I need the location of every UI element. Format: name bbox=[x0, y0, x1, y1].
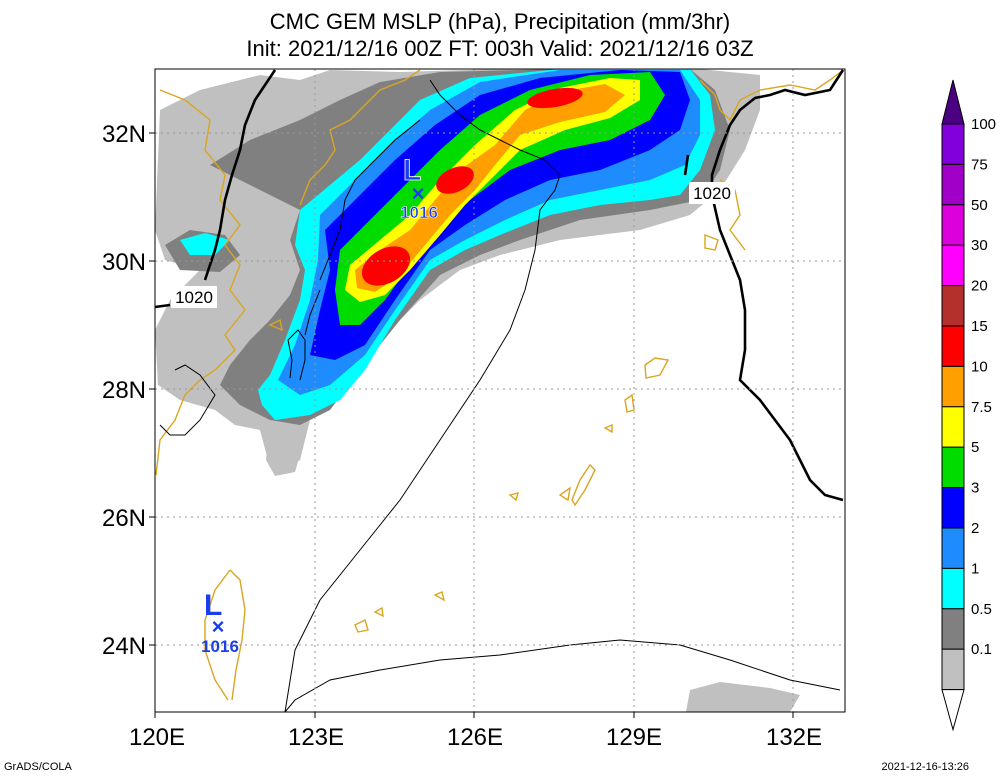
low-value: 1016 bbox=[201, 637, 239, 656]
legend-swatch bbox=[941, 365, 965, 408]
coastlines bbox=[155, 69, 844, 701]
precip-0.1-patch bbox=[266, 432, 302, 476]
axis-ticks bbox=[149, 132, 794, 718]
precip-5-band bbox=[335, 72, 665, 325]
chart-title-line1: CMC GEM MSLP (hPa), Precipitation (mm/3h… bbox=[269, 9, 731, 34]
map-panel: 120E 123E 126E 129E 132E 32N 30N 28N 26N… bbox=[102, 68, 996, 751]
precip-10-band bbox=[355, 84, 625, 292]
chart-title-line2: Init: 2021/12/16 00Z FT: 003h Valid: 202… bbox=[246, 36, 754, 61]
legend-label: 3 bbox=[971, 480, 979, 497]
precip-15-core bbox=[361, 246, 411, 286]
legend-label: 0.5 bbox=[971, 601, 992, 618]
x-tick-label: 132E bbox=[766, 724, 822, 751]
legend-swatch bbox=[941, 567, 965, 610]
x-tick-label: 120E bbox=[129, 724, 185, 751]
low-x-icon: × bbox=[412, 181, 425, 206]
precip-0.1-band bbox=[686, 682, 800, 712]
map-frame bbox=[154, 68, 846, 713]
y-tick-label: 30N bbox=[102, 249, 146, 276]
x-tick-label: 123E bbox=[288, 724, 344, 751]
legend-swatch bbox=[941, 123, 965, 165]
legend-label: 100 bbox=[971, 116, 996, 133]
legend-swatch bbox=[941, 446, 965, 489]
isobar-1016 bbox=[159, 79, 841, 713]
legend-top-arrow bbox=[941, 79, 965, 125]
low-letter: L bbox=[204, 589, 222, 622]
legend-label: 20 bbox=[971, 278, 988, 295]
legend-label: 50 bbox=[971, 197, 988, 214]
legend-swatch bbox=[941, 527, 965, 569]
precip-15-core bbox=[436, 166, 474, 194]
isobar-label: 1020 bbox=[175, 288, 213, 307]
legend-swatch bbox=[941, 204, 965, 246]
grid-lines bbox=[155, 69, 845, 712]
color-legend: 100 75 50 30 20 15 10 7.5 5 3 2 1 0.5 0.1 bbox=[941, 79, 996, 732]
x-tick-label: 126E bbox=[447, 724, 503, 751]
legend-label: 1 bbox=[971, 560, 979, 577]
legend-swatch bbox=[941, 285, 965, 327]
isobar-label: 1020 bbox=[693, 184, 731, 203]
legend-label: 15 bbox=[971, 318, 988, 335]
low-marker: L × 1016 bbox=[201, 589, 239, 656]
low-letter: L bbox=[403, 154, 421, 187]
low-marker: L × 1016 bbox=[400, 154, 438, 223]
legend-label: 75 bbox=[971, 156, 988, 173]
credit-left: GrADS/COLA bbox=[4, 761, 72, 773]
isobar-1020 bbox=[154, 69, 845, 502]
low-x-icon: × bbox=[212, 614, 225, 639]
y-tick-label: 32N bbox=[102, 121, 146, 148]
legend-swatch bbox=[941, 487, 965, 529]
legend-label: 10 bbox=[971, 358, 988, 375]
legend-swatch bbox=[941, 608, 965, 650]
x-tick-label: 129E bbox=[606, 724, 662, 751]
legend-label: 7.5 bbox=[971, 399, 992, 416]
credit-right: 2021-12-16-13:26 bbox=[881, 761, 969, 773]
legend-swatch bbox=[941, 244, 965, 287]
legend-swatch bbox=[941, 163, 965, 206]
legend-label: 5 bbox=[971, 439, 979, 456]
legend-label: 30 bbox=[971, 237, 988, 254]
low-value: 1016 bbox=[400, 203, 438, 222]
legend-bottom-arrow bbox=[941, 689, 965, 732]
legend-label: 2 bbox=[971, 520, 979, 537]
precip-15-core bbox=[527, 87, 583, 109]
y-tick-label: 28N bbox=[102, 377, 146, 404]
legend-swatch bbox=[941, 648, 965, 691]
legend-swatch bbox=[941, 406, 965, 448]
y-tick-label: 24N bbox=[102, 633, 146, 660]
y-tick-label: 26N bbox=[102, 505, 146, 532]
precip-shading bbox=[155, 69, 800, 712]
legend-label: 0.1 bbox=[971, 641, 992, 658]
legend-swatch bbox=[941, 325, 965, 367]
